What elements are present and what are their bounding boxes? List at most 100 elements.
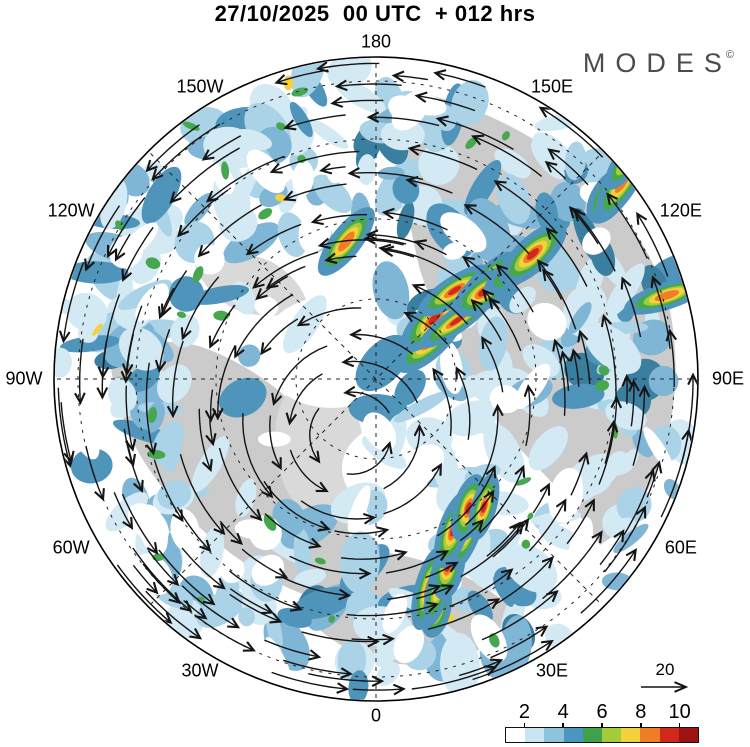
wind-arrow xyxy=(269,415,281,469)
wind-arrow xyxy=(241,548,286,577)
meridian-label-60e: 60E xyxy=(664,537,697,557)
colorbar: 2 4 6 8 10 xyxy=(505,701,699,743)
wind-arrow xyxy=(274,345,328,404)
wind-arrow xyxy=(484,291,500,310)
wind-arrow xyxy=(321,167,346,171)
wind-arrow xyxy=(127,440,133,464)
colorbar-cell xyxy=(544,728,564,742)
meridian-label-120w: 120W xyxy=(47,200,95,220)
wind-arrow xyxy=(411,667,495,690)
colorbar-cell xyxy=(525,728,545,742)
modes-logo: MODES© xyxy=(583,48,734,79)
wind-arrow xyxy=(414,285,469,325)
wind-arrow xyxy=(334,530,388,534)
colorbar-tick-labels: 2 4 6 8 10 xyxy=(505,701,699,723)
wind-arrow xyxy=(495,558,553,605)
wind-arrow xyxy=(153,123,221,179)
wind-arrow xyxy=(344,361,419,404)
colorbar-cell xyxy=(659,728,679,742)
wind-arrow xyxy=(194,614,254,651)
wind-arrow xyxy=(481,592,557,641)
wind-arrow xyxy=(384,212,448,231)
colorbar-cell xyxy=(563,728,583,742)
wind-arrow xyxy=(272,150,360,172)
wind-arrow xyxy=(543,270,563,300)
wind-arrow xyxy=(313,215,367,222)
wind-arrow xyxy=(242,413,272,496)
wind-arrow xyxy=(228,570,301,609)
wind-arrow xyxy=(320,240,404,246)
meridian-label-150e: 150E xyxy=(530,76,574,97)
wind-arrow xyxy=(290,373,323,423)
wind-arrow xyxy=(264,513,320,547)
wind-arrow xyxy=(573,351,578,387)
shaded-field-layer xyxy=(55,58,697,700)
wind-arrow xyxy=(385,551,447,574)
colorbar-tick-label: 6 xyxy=(596,701,608,723)
meridian-label-90w: 90W xyxy=(5,368,43,389)
meridian-label-0: 0 xyxy=(370,705,382,726)
wind-arrow xyxy=(547,162,566,180)
colorbar-tick-label: 10 xyxy=(668,701,691,723)
colorbar-cells xyxy=(505,727,699,743)
wind-arrow xyxy=(438,119,514,151)
wind-arrow xyxy=(384,250,415,258)
wind-arrow xyxy=(482,338,504,393)
wind-arrow xyxy=(532,485,549,514)
wind-arrow xyxy=(341,552,406,559)
wind-arrow xyxy=(327,256,357,260)
wind-arrow xyxy=(80,338,83,403)
wind-arrow xyxy=(102,340,106,398)
wind-arrow xyxy=(235,293,294,357)
wind-arrow xyxy=(254,251,319,287)
wind-arrow xyxy=(160,287,175,317)
wind-arrow xyxy=(383,426,420,490)
wind-arrow xyxy=(147,549,177,584)
wind-arrow xyxy=(427,600,498,630)
wind-arrow xyxy=(394,76,429,80)
wind-arrow xyxy=(410,148,478,171)
wind-arrow xyxy=(632,387,644,466)
wind-arrow xyxy=(127,334,135,374)
wind-arrow xyxy=(268,265,306,287)
wind-arrow xyxy=(351,335,414,355)
wind-arrow xyxy=(263,480,329,529)
wind-arrow xyxy=(437,467,495,537)
wind-arrow xyxy=(299,307,362,325)
wind-arrow xyxy=(416,242,447,256)
wind-arrow xyxy=(351,639,393,640)
wind-arrow xyxy=(368,235,418,244)
colorbar-tick xyxy=(678,723,681,727)
wind-arrow xyxy=(381,248,462,281)
wind-arrow xyxy=(604,422,614,464)
meridian-label-120e: 120E xyxy=(659,200,702,220)
colorbar-tick-label: 2 xyxy=(518,701,530,723)
wind-arrow xyxy=(219,520,241,543)
wind-arrow xyxy=(153,459,182,521)
colorbar-tick xyxy=(640,723,642,727)
wind-arrow xyxy=(142,563,179,603)
wind-arrow xyxy=(179,453,223,533)
wind-arrow xyxy=(570,454,586,496)
wind-arrow xyxy=(218,447,261,519)
wind-arrow xyxy=(670,331,674,387)
wind-arrow xyxy=(459,521,482,542)
wind-arrow xyxy=(257,275,289,298)
reference-arrow-value: 20 xyxy=(655,660,675,679)
wind-arrow xyxy=(383,465,441,515)
wind-arrow xyxy=(598,398,617,485)
wind-arrow xyxy=(108,197,146,257)
wind-arrow xyxy=(286,114,346,128)
wind-arrow xyxy=(472,301,503,341)
colorbar-tick-label: 8 xyxy=(635,701,647,723)
wind-arrow xyxy=(282,659,351,674)
wind-arrow xyxy=(147,362,154,454)
wind-arrow xyxy=(179,189,229,236)
wind-arrow xyxy=(199,204,262,256)
wind-arrow xyxy=(623,279,642,338)
wind-arrow xyxy=(549,150,589,186)
wind-arrow xyxy=(603,508,646,573)
wind-arrow xyxy=(436,73,486,88)
